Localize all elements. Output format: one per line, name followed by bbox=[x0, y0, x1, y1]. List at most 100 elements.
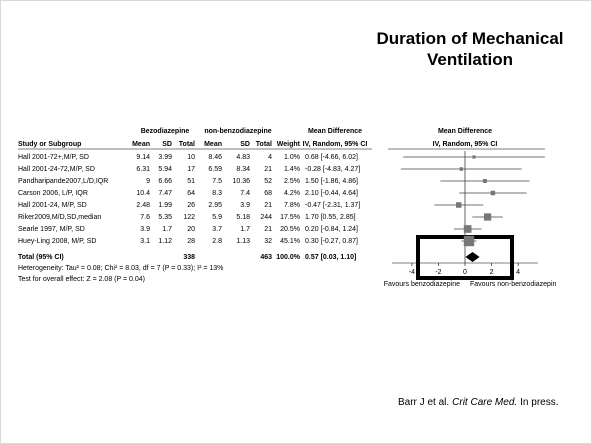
table-cell: 1.0% bbox=[284, 154, 300, 161]
slide-title: Duration of Mechanical Ventilation bbox=[376, 29, 564, 69]
table-cell: 28 bbox=[187, 238, 195, 245]
effect-label: -0.28 [-4.83, 4.27] bbox=[305, 166, 360, 173]
study-name: Huey-Ling 2008, M/P, SD bbox=[18, 238, 96, 245]
table-cell: 21 bbox=[264, 226, 272, 233]
table-cell: 10 bbox=[187, 154, 195, 161]
effect-box bbox=[459, 167, 464, 171]
total-diamond bbox=[465, 252, 480, 262]
table-cell: 20 bbox=[187, 226, 195, 233]
total-cell: 100.0% bbox=[276, 254, 301, 261]
study-name: Riker2009,M/D,SD,median bbox=[18, 214, 101, 221]
table-cell: 6.66 bbox=[158, 178, 172, 185]
study-name: Hall 2001-24-72,M/P, SD bbox=[18, 166, 95, 173]
table-cell: 9.14 bbox=[136, 154, 150, 161]
table-cell: 3.9 bbox=[140, 226, 150, 233]
table-cell: 10.36 bbox=[232, 178, 250, 185]
effect-label: 1.50 [-1.86, 4.86] bbox=[305, 178, 358, 185]
table-cell: 1.4% bbox=[284, 166, 300, 173]
effect-box bbox=[472, 155, 476, 159]
table-cell: 5.18 bbox=[236, 214, 250, 221]
table-cell: 9 bbox=[146, 178, 150, 185]
effect-label: 1.70 [0.55, 2.85] bbox=[305, 214, 356, 221]
group-header: non-benzodiazepine bbox=[204, 128, 271, 135]
column-header: Mean bbox=[132, 141, 150, 148]
table-cell: 5.35 bbox=[158, 214, 172, 221]
total-label: Total (95% CI) bbox=[18, 254, 64, 261]
table-cell: 5.9 bbox=[212, 214, 222, 221]
study-name: Carson 2006, L/P, IQR bbox=[18, 190, 88, 197]
table-cell: 21 bbox=[264, 202, 272, 209]
study-name: Hall 2001-24, M/P, SD bbox=[18, 202, 87, 209]
column-header: Mean bbox=[204, 141, 222, 148]
column-header: Total bbox=[256, 141, 272, 148]
table-cell: 1.99 bbox=[158, 202, 172, 209]
table-cell: 2.48 bbox=[136, 202, 150, 209]
group-header: Mean Difference bbox=[308, 128, 362, 135]
table-cell: 4 bbox=[268, 154, 272, 161]
table-cell: 1.7 bbox=[240, 226, 250, 233]
effect-box bbox=[463, 225, 472, 233]
column-header: SD bbox=[162, 141, 172, 148]
table-cell: 4.83 bbox=[236, 154, 250, 161]
effect-label: 0.68 [-4.66, 6.02] bbox=[305, 154, 358, 161]
table-cell: 7.8% bbox=[284, 202, 300, 209]
x-tick-label: 4 bbox=[516, 269, 520, 276]
table-cell: 45.1% bbox=[280, 238, 300, 245]
x-tick-label: -4 bbox=[409, 269, 415, 276]
total-effect: 0.57 [0.03, 1.10] bbox=[305, 254, 356, 261]
table-cell: 8.3 bbox=[212, 190, 222, 197]
table-cell: 7.47 bbox=[158, 190, 172, 197]
citation: Barr J et al. Crit Care Med. In press. bbox=[398, 397, 562, 408]
total-cell: 338 bbox=[183, 254, 195, 261]
table-cell: 8.46 bbox=[208, 154, 222, 161]
table-cell: 1.12 bbox=[158, 238, 172, 245]
table-cell: 7.4 bbox=[240, 190, 250, 197]
citation-authors: Barr J et al. bbox=[398, 397, 450, 408]
table-cell: 7.5 bbox=[212, 178, 222, 185]
effect-label: -0.47 [-2.31, 1.37] bbox=[305, 202, 360, 209]
table-cell: 51 bbox=[187, 178, 195, 185]
table-cell: 68 bbox=[264, 190, 272, 197]
table-cell: 2.8 bbox=[212, 238, 222, 245]
table-cell: 32 bbox=[264, 238, 272, 245]
effect-label: 2.10 [-0.44, 4.64] bbox=[305, 190, 358, 197]
table-cell: 17.5% bbox=[280, 214, 300, 221]
table-cell: 1.7 bbox=[162, 226, 172, 233]
effect-box bbox=[482, 179, 487, 183]
effect-box bbox=[490, 190, 496, 196]
table-cell: 6.31 bbox=[136, 166, 150, 173]
table-cell: 17 bbox=[187, 166, 195, 173]
table-cell: 1.13 bbox=[236, 238, 250, 245]
table-cell: 122 bbox=[183, 214, 195, 221]
column-header: SD bbox=[240, 141, 250, 148]
group-header: Bezodiazepine bbox=[141, 128, 190, 135]
table-cell: 8.34 bbox=[236, 166, 250, 173]
overall-effect: Test for overall effect: Z = 2.08 (P = 0… bbox=[18, 276, 145, 283]
table-cell: 4.2% bbox=[284, 190, 300, 197]
citation-status: In press. bbox=[520, 397, 559, 408]
column-header: Study or Subgroup bbox=[18, 141, 81, 148]
table-cell: 52 bbox=[264, 178, 272, 185]
column-header: IV, Random, 95% CI bbox=[433, 141, 498, 148]
table-cell: 7.6 bbox=[140, 214, 150, 221]
citation-journal: Crit Care Med. bbox=[452, 397, 518, 408]
table-cell: 3.1 bbox=[140, 238, 150, 245]
table-cell: 6.59 bbox=[208, 166, 222, 173]
table-cell: 21 bbox=[264, 166, 272, 173]
effect-box bbox=[483, 213, 492, 221]
study-name: Pandharipande2007,L/D,IQR bbox=[18, 178, 108, 185]
table-cell: 5.94 bbox=[158, 166, 172, 173]
study-name: Hall 2001-72+,M/P, SD bbox=[18, 154, 89, 161]
column-header: IV, Random, 95% CI bbox=[303, 141, 368, 148]
table-cell: 2.5% bbox=[284, 178, 300, 185]
column-header: Total bbox=[179, 141, 195, 148]
table-cell: 3.7 bbox=[212, 226, 222, 233]
effect-label: 0.20 [-0.84, 1.24] bbox=[305, 226, 358, 233]
heterogeneity: Heterogeneity: Tau² = 0.08; Chi² = 8.03,… bbox=[18, 265, 223, 272]
x-tick-label: -2 bbox=[435, 269, 441, 276]
x-label-left: Favours benzodiazepine bbox=[384, 281, 460, 288]
table-cell: 26 bbox=[187, 202, 195, 209]
column-header: Weight bbox=[277, 141, 301, 148]
